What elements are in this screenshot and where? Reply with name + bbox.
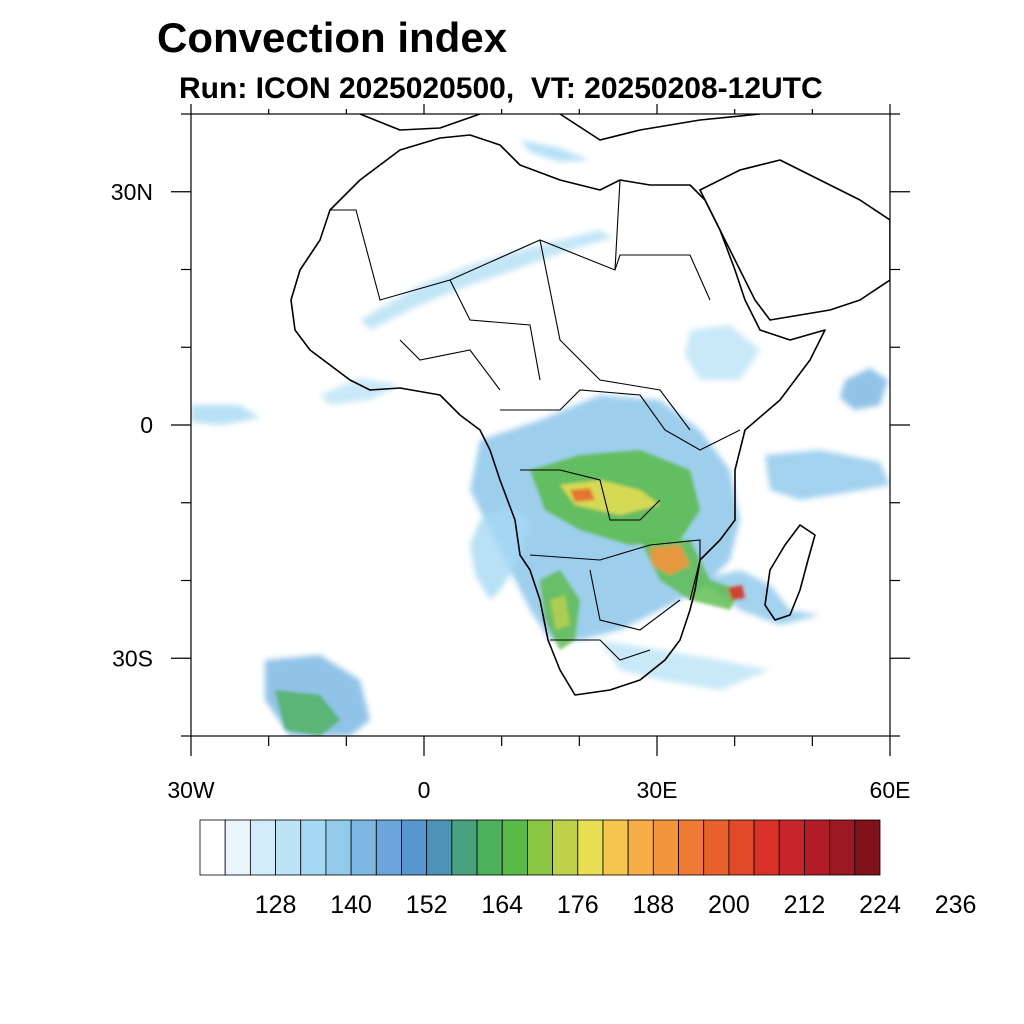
lon-tick-label: 0 [418, 777, 431, 803]
colorbar-label: 224 [859, 891, 901, 919]
colorbar-swatch [678, 819, 705, 876]
colorbar-swatch [652, 819, 679, 876]
colorbar-label: 236 [935, 891, 977, 919]
colorbar-label: 128 [255, 891, 297, 919]
colorbar-swatch [325, 819, 352, 876]
lat-tick-label: 30N [111, 179, 153, 205]
europe-coastline [359, 114, 761, 141]
field-south-ocean-2 [600, 640, 770, 690]
field-band-wafr [320, 378, 400, 405]
colorbar-label: 176 [557, 891, 599, 919]
field-core-orange [650, 545, 690, 575]
lat-tick-label: 0 [140, 412, 153, 438]
colorbar-swatch [426, 819, 453, 876]
convection-core [275, 450, 745, 736]
border-lines [330, 179, 761, 661]
africa-coastline [290, 134, 826, 696]
country-borders [330, 179, 761, 661]
colorbar-swatch [350, 819, 377, 876]
field-swirl-atlantic [470, 505, 530, 600]
arabia-coastline [699, 159, 890, 321]
chart-subtitle: Run: ICON 2025020500, VT: 20250208-12UTC [179, 72, 823, 105]
lat-tick-label: 30S [112, 645, 153, 671]
colorbar-label: 164 [481, 891, 523, 919]
colorbar-label: 152 [406, 891, 448, 919]
convection-field [191, 140, 890, 736]
coastline [290, 114, 890, 696]
field-ethiopia [685, 325, 760, 380]
colorbar-swatch [627, 819, 654, 876]
colorbar-swatch [199, 819, 226, 876]
lon-tick-label: 30W [167, 777, 215, 803]
colorbar-swatch [804, 819, 831, 876]
colorbar-swatch [224, 819, 251, 876]
axis-ticks: 30W 0 30E 60E 30N 0 30S [111, 104, 911, 803]
colorbar-swatch [854, 819, 881, 876]
colorbar-swatch [703, 819, 730, 876]
colorbar-swatch [552, 819, 579, 876]
colorbar-swatch [527, 819, 553, 876]
madagascar-coastline [764, 524, 816, 621]
field-band-gulf [191, 405, 260, 425]
colorbar-swatch [753, 819, 780, 876]
colorbar-swatch [577, 819, 604, 876]
colorbar-swatch [829, 819, 856, 876]
colorbar-label: 188 [632, 891, 674, 919]
colorbar-swatch [300, 819, 327, 876]
field-band-med [520, 140, 590, 162]
colorbar-swatch [401, 819, 428, 876]
colorbar-swatch [249, 819, 276, 876]
colorbar: 128 140 152 164 176 188 200 212 224 236 [199, 819, 977, 919]
field-core-red [728, 585, 745, 600]
chart-title: Convection index [157, 14, 508, 61]
field-east-indian [765, 450, 890, 500]
colorbar-swatch [476, 819, 503, 876]
colorbar-swatch [602, 819, 629, 876]
colorbar-swatch [275, 819, 302, 876]
colorbar-swatch [728, 819, 755, 876]
colorbar-swatch [375, 819, 402, 876]
field-madagascar [700, 570, 820, 625]
colorbar-label: 212 [784, 891, 826, 919]
colorbar-label: 200 [708, 891, 750, 919]
colorbar-swatch [778, 819, 805, 876]
colorbar-swatch [501, 819, 528, 876]
field-core-yellow-2 [550, 595, 570, 630]
field-core-red-2 [570, 488, 595, 502]
lon-tick-label: 60E [870, 777, 911, 803]
field-ne-indian [840, 368, 888, 410]
colorbar-label: 140 [330, 891, 372, 919]
map-area [191, 114, 890, 736]
colorbar-swatch [451, 819, 478, 876]
lon-tick-label: 30E [637, 777, 678, 803]
field-band-sahara [360, 230, 612, 330]
field-core-green-4 [275, 690, 340, 736]
